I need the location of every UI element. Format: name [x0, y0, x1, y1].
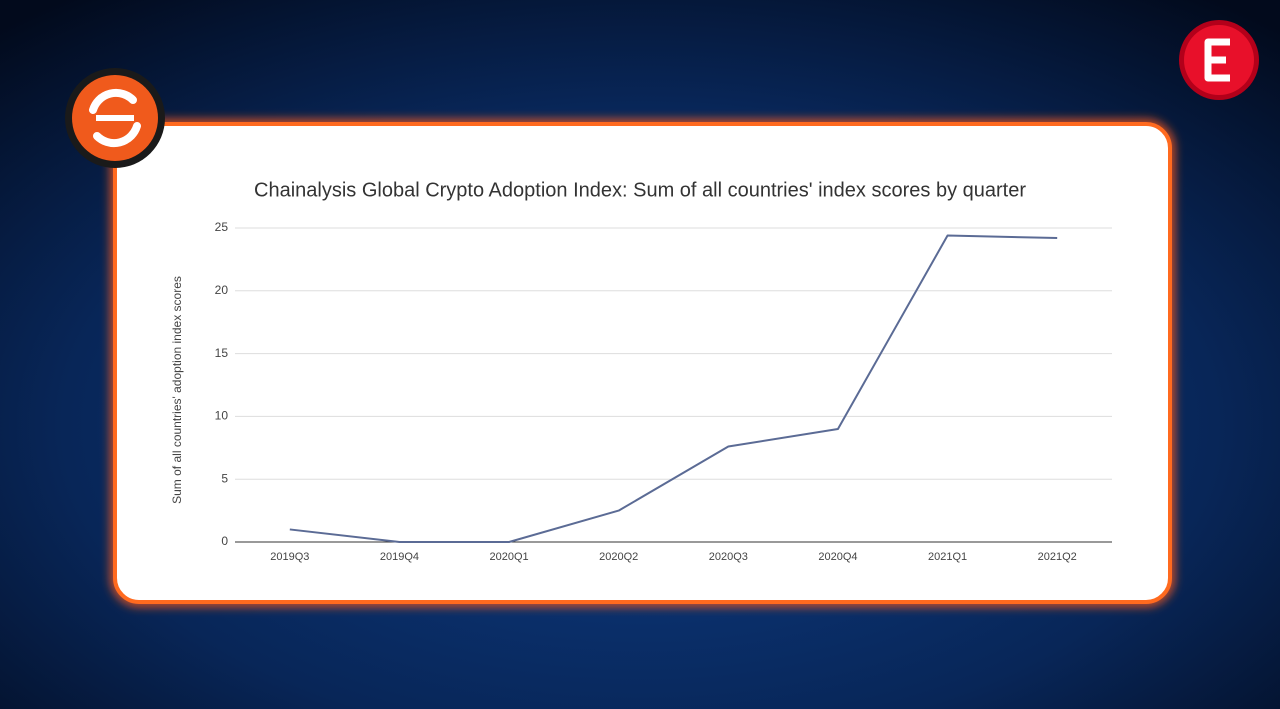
x-tick-label: 2020Q2	[599, 551, 638, 563]
y-tick-label: 10	[215, 409, 229, 423]
y-tick-label: 25	[215, 220, 229, 234]
data-line	[289, 234, 1058, 543]
x-tick-label: 2020Q1	[489, 551, 528, 563]
y-tick-label: 0	[221, 534, 228, 548]
card	[113, 122, 1172, 604]
y-tick-label: 20	[215, 283, 229, 297]
x-tick-label: 2019Q3	[270, 551, 309, 563]
x-tick-label: 2020Q3	[709, 551, 748, 563]
y-tick-label: 5	[221, 471, 228, 485]
x-tick-label: 2019Q4	[380, 551, 419, 563]
x-tick-label: 2021Q2	[1038, 551, 1077, 563]
right-logo	[1179, 20, 1259, 100]
x-tick-label: 2020Q4	[818, 551, 857, 563]
x-tick-label: 2021Q1	[928, 551, 967, 563]
y-tick-label: 15	[215, 346, 229, 360]
left-logo	[65, 68, 165, 168]
y-axis-label: Sum of all countries' adoption index sco…	[170, 276, 184, 504]
chart-title: Chainalysis Global Crypto Adoption Index…	[254, 179, 1026, 201]
